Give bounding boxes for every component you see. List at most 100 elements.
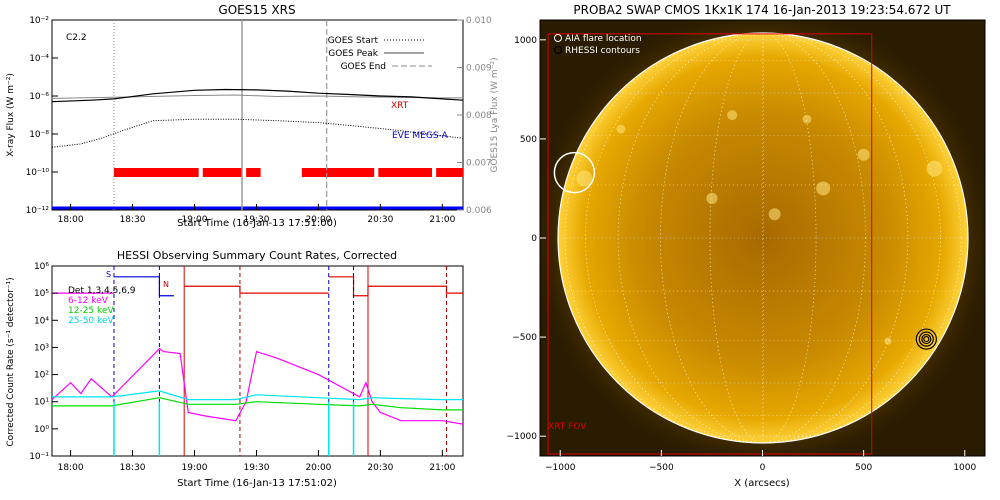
legend-25-50kev: 25-50 keV <box>68 316 114 326</box>
goes-ytick-label: 10⁻¹⁰ <box>26 168 50 178</box>
goes-plot-content <box>52 20 463 210</box>
goes-ytick-label: 10⁻⁶ <box>29 92 49 102</box>
rhessi-contour <box>918 331 934 347</box>
hessi-ytick-label-top: 10⁶ <box>34 262 49 272</box>
hessi-xtick-label: 21:00 <box>429 463 455 473</box>
goes-xtick-label: 20:30 <box>367 215 393 225</box>
hessi-ytick-label: 10¹ <box>34 398 49 408</box>
goes-ytick-label: 10⁻⁸ <box>29 130 49 140</box>
hessi-xtick-label: 20:00 <box>305 463 331 473</box>
legend-goes-peak: GOES Peak <box>328 49 378 59</box>
goes-xtick-label: 19:30 <box>243 215 269 225</box>
swap-image <box>540 20 985 456</box>
hessi-night-line <box>184 285 329 294</box>
goes-axes: 10⁻² 10⁻⁴ 10⁻⁶ 10⁻⁸ 10⁻¹⁰ 10⁻¹² 0.010 0.009 0.00… <box>26 16 492 225</box>
goes-y2tick-label: 0.009 <box>466 64 492 74</box>
hessi-series-6-12-keV <box>52 347 463 425</box>
active-region-patch <box>802 114 812 124</box>
goes-xrt-label: XRT <box>391 101 409 111</box>
longitude-line <box>762 32 764 444</box>
xrt-fov-label: XRT FOV <box>548 422 587 432</box>
rhessi-contours <box>915 328 937 350</box>
swap-xtick-label: 1000 <box>953 463 976 473</box>
hessi-title: HESSI Observing Summary Count Rates, Cor… <box>117 249 397 262</box>
active-region-patch <box>857 148 870 161</box>
solar-active-regions <box>576 110 943 345</box>
hessi-series-12-25-keV <box>52 397 463 411</box>
goes-xtick-label: 18:00 <box>58 215 84 225</box>
hessi-marker-n: N <box>163 280 169 289</box>
swap-xtick-label: −1000 <box>545 463 576 473</box>
active-region-patch <box>816 181 831 196</box>
swap-axes: −1000 −500 0 500 1000 1000 500 0 −500 −1000 <box>507 36 977 473</box>
xrt-coverage-segment <box>436 168 463 177</box>
goes-ylabel: X-ray Flux (W m⁻²) <box>6 73 16 157</box>
rhessi-contour <box>923 335 930 343</box>
hessi-xtick-label: 18:00 <box>58 463 84 473</box>
goes-legend: GOES Start GOES Peak GOES End <box>328 36 432 72</box>
hessi-xtick-label: 20:30 <box>367 463 393 473</box>
goes-y2tick-label: 0.006 <box>466 206 492 216</box>
goes-y2tick-label: 0.010 <box>466 16 492 26</box>
rhessi-contour <box>915 328 937 350</box>
hessi-series-25-50-keV <box>52 390 463 401</box>
legend-rhessi-symbol <box>553 45 563 55</box>
swap-legend: AIA flare location RHESSI contours <box>553 34 642 56</box>
legend-aia: AIA flare location <box>565 34 642 44</box>
hessi-ytick-label: 10⁴ <box>34 316 49 326</box>
aia-flare-location-marker <box>553 151 596 194</box>
goes-xtick-label: 21:00 <box>429 215 455 225</box>
hessi-marker-s: S <box>106 270 111 279</box>
swap-ytick-label: −1000 <box>507 432 538 442</box>
legend-12-25kev: 12-25 keV <box>68 306 114 316</box>
swap-xtick-label: 500 <box>855 463 872 473</box>
hessi-ytick-label: 10² <box>34 371 49 381</box>
goes-ytick-label: 10⁻⁴ <box>29 54 49 64</box>
active-region-patch <box>926 160 943 177</box>
legend-rhessi: RHESSI contours <box>565 46 640 56</box>
hessi-ytick-label: 10⁵ <box>34 289 49 299</box>
hessi-plot-frame <box>51 265 464 457</box>
legend-det: Det 1,3,4,5,6,9 <box>68 286 136 296</box>
active-region-patch <box>616 124 626 134</box>
goes-eve-label: EVE MEGS-A <box>392 131 449 141</box>
hessi-plot-content <box>52 266 463 456</box>
swap-ytick-label: −500 <box>512 333 537 343</box>
goes-xtick-label: 19:00 <box>182 215 208 225</box>
goes-panel: GOES15 XRS 10⁻² 10⁻⁴ 10⁻⁶ 10⁻⁸ 10⁻¹⁰ 10⁻¹² 0.0… <box>6 3 500 229</box>
xrt-coverage-segment <box>246 168 261 177</box>
goes-xtick-label: 18:30 <box>120 215 146 225</box>
goes-flare-class: C2.2 <box>66 33 87 43</box>
hessi-xlabel: Start Time (16-Jan-13 17:51:02) <box>177 478 337 489</box>
goes-y2tick-label: 0.008 <box>466 111 492 121</box>
hessi-ytick-label: 10³ <box>34 343 49 353</box>
swap-xtick-label: 0 <box>760 463 766 473</box>
active-region-patch <box>706 192 718 204</box>
legend-aia-symbol <box>554 34 562 42</box>
eve-line <box>52 118 463 148</box>
active-region-patch <box>576 170 593 187</box>
swap-title: PROBA2 SWAP CMOS 1Kx1K 174 16-Jan-2013 1… <box>573 3 951 17</box>
legend-6-12kev: 6-12 keV <box>68 296 109 306</box>
goes-title: GOES15 XRS <box>218 3 295 17</box>
swap-ytick-label: 1000 <box>514 36 537 46</box>
swap-xtick-label: −500 <box>649 463 674 473</box>
hessi-axes: 10⁵ 10⁴ 10³ 10² 10¹ 10⁰ 10⁻¹ 10⁶ 18:00 18:30 19:00… <box>29 262 455 473</box>
goes-xlabel: Start Time (16-Jan-13 17:51:00) <box>177 218 337 229</box>
active-region-patch <box>727 110 738 121</box>
hessi-xtick-label: 19:00 <box>182 463 208 473</box>
goes-xtick-label: 20:00 <box>305 215 331 225</box>
hessi-xtick-label: 18:30 <box>120 463 146 473</box>
hessi-ylabel: Corrected Count Rate (s⁻¹ detector⁻¹) <box>6 277 16 446</box>
active-region-patch <box>768 208 781 221</box>
goes-ytick-label: 10⁻² <box>29 16 49 26</box>
rhessi-contour <box>921 333 932 345</box>
xrt-coverage-segment <box>301 168 375 177</box>
xrt-coverage-segment <box>113 168 199 177</box>
goes-ytick-label: 10⁻¹² <box>26 206 50 216</box>
xrt-line <box>52 88 463 103</box>
goes-y2label: GOES15 Lya Flux (W m⁻²) <box>490 57 500 172</box>
swap-ytick-label: 0 <box>531 234 537 244</box>
xrt-fov-box <box>547 33 873 455</box>
